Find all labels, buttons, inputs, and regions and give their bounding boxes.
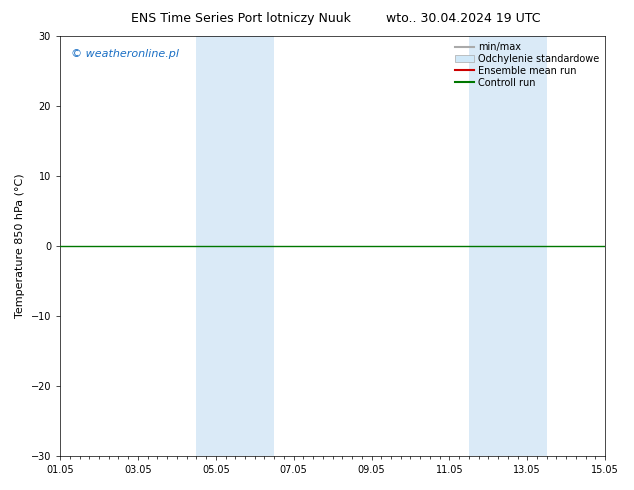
Bar: [235, 36, 275, 456]
Text: © weatheronline.pl: © weatheronline.pl: [71, 49, 179, 59]
Legend: min/max, Odchylenie standardowe, Ensemble mean run, Controll run: min/max, Odchylenie standardowe, Ensembl…: [451, 38, 603, 92]
Bar: [508, 36, 547, 456]
Bar: [197, 36, 235, 456]
Text: ENS Time Series Port lotniczy Nuuk: ENS Time Series Port lotniczy Nuuk: [131, 12, 351, 25]
Bar: [469, 36, 508, 456]
Text: wto.. 30.04.2024 19 UTC: wto.. 30.04.2024 19 UTC: [385, 12, 540, 25]
Y-axis label: Temperature 850 hPa (°C): Temperature 850 hPa (°C): [15, 174, 25, 318]
